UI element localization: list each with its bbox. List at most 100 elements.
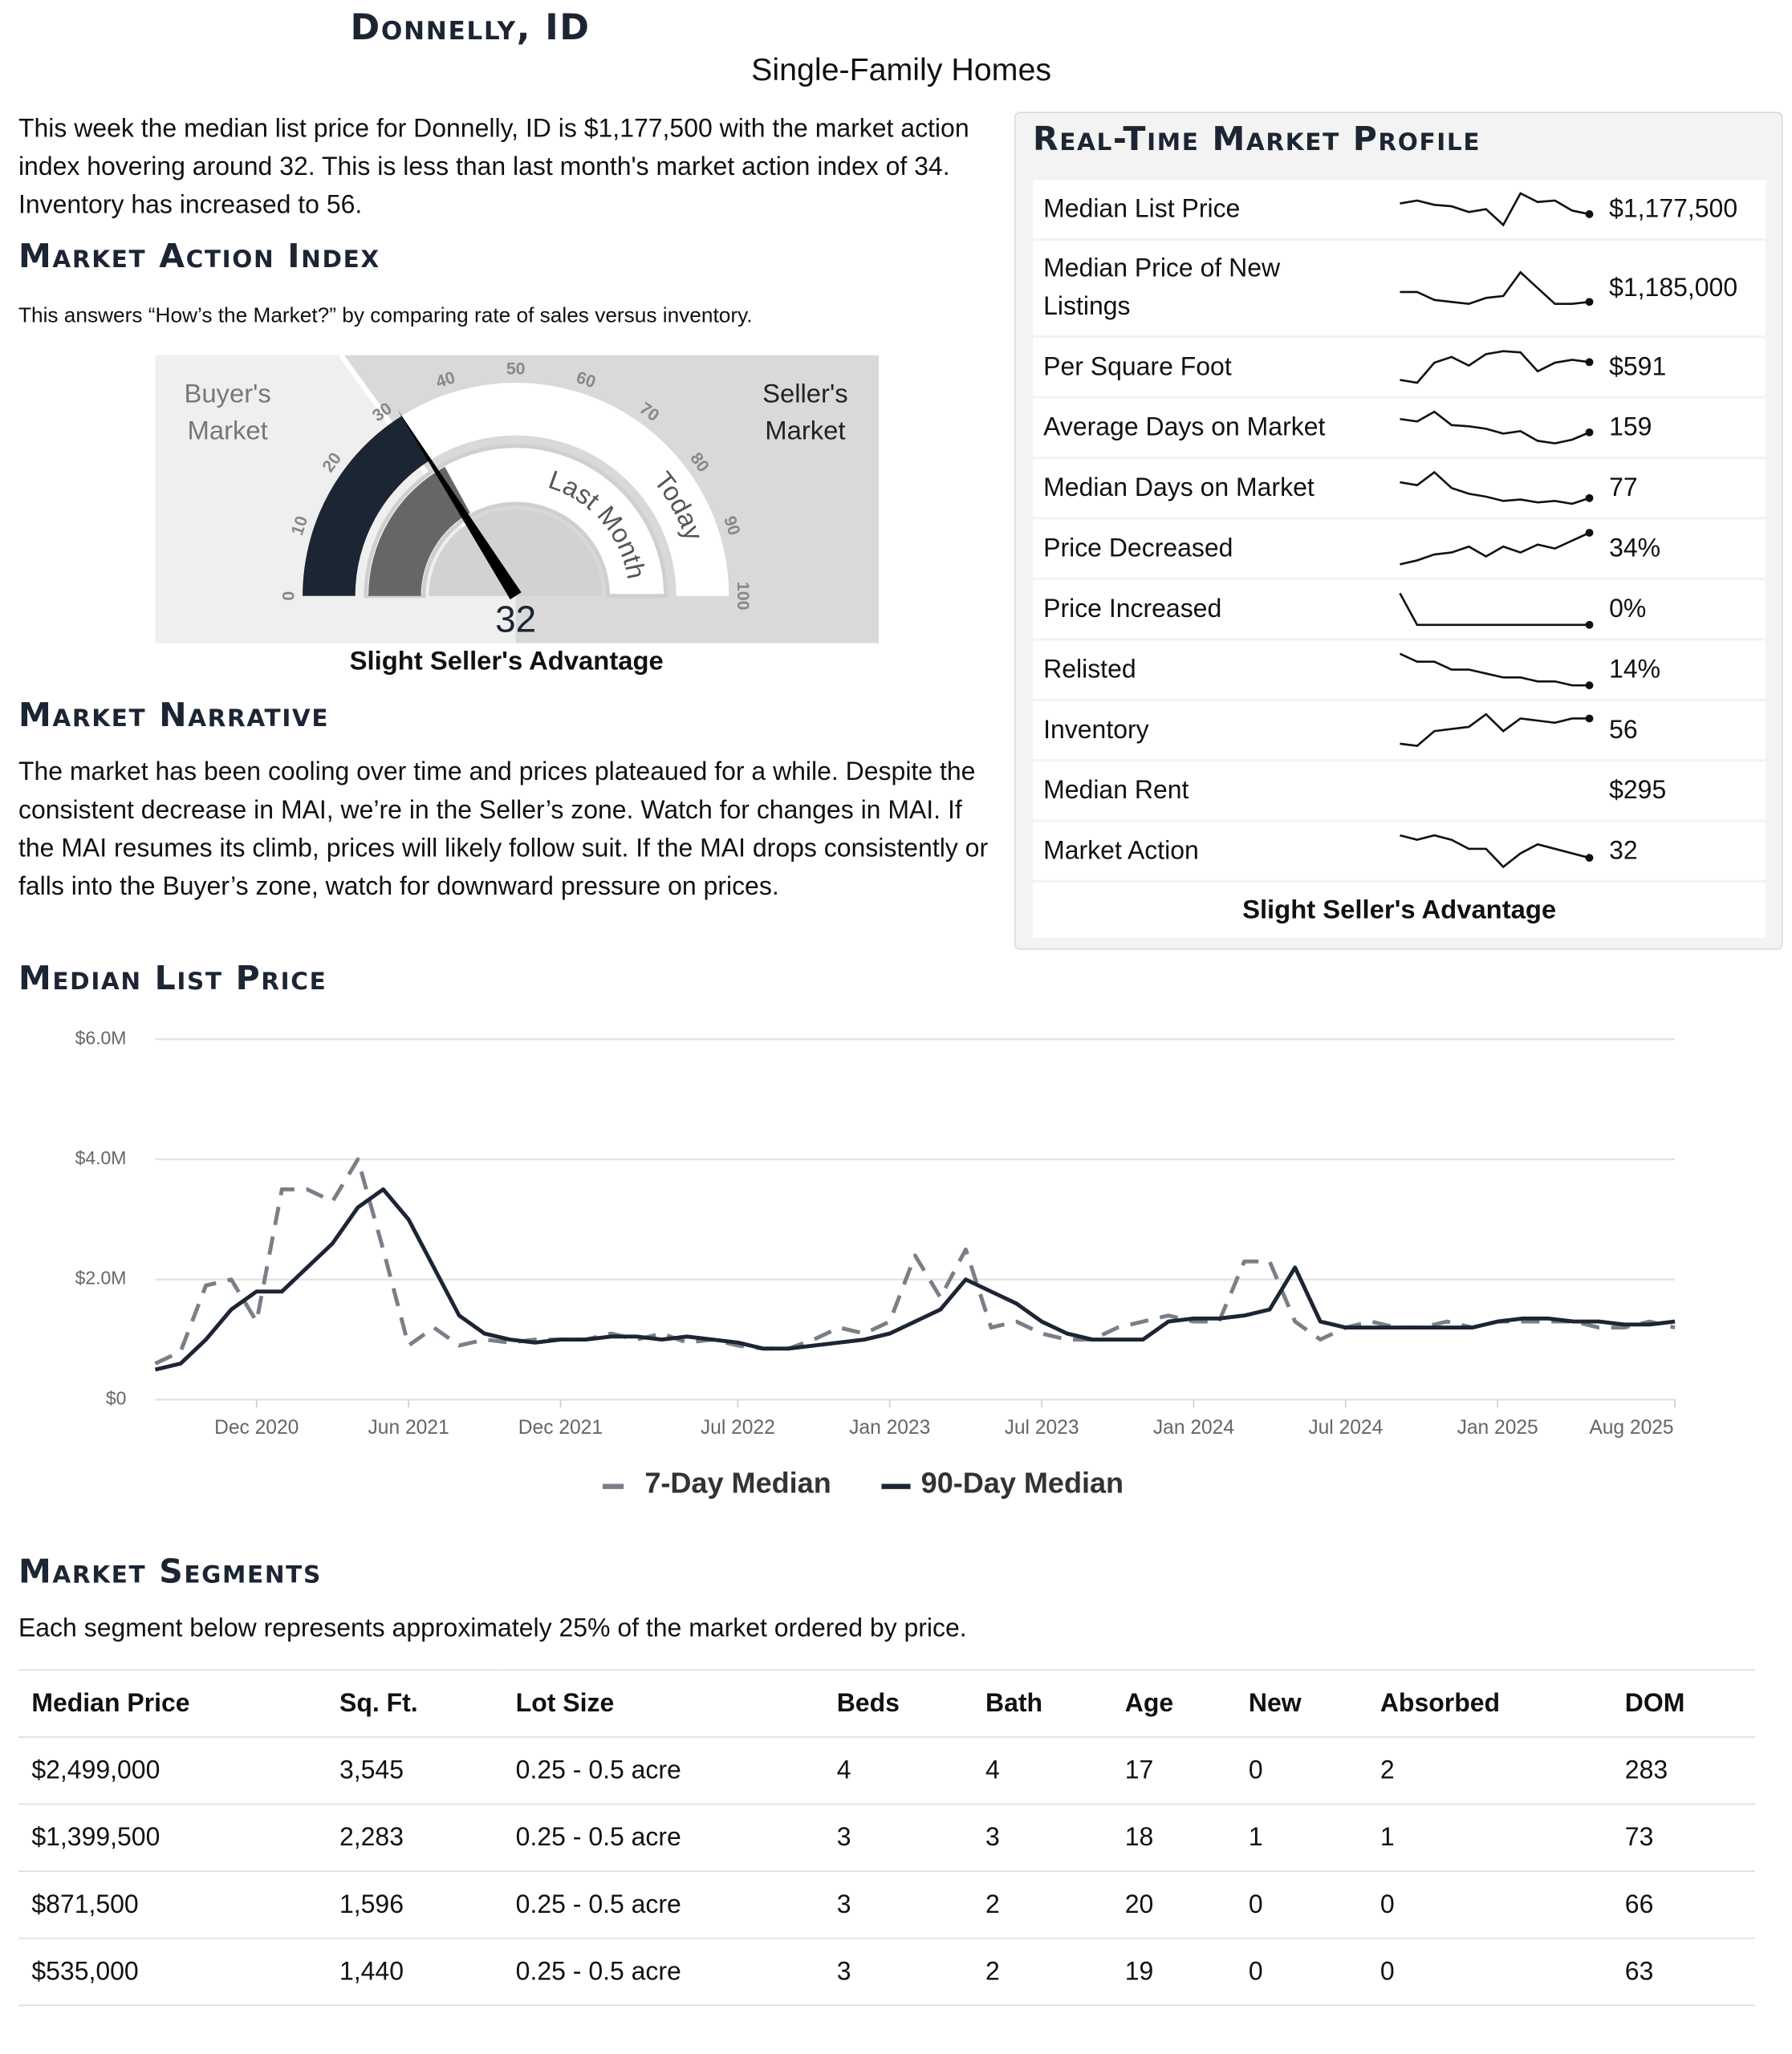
table-cell: 3	[823, 1870, 973, 1938]
profile-label: Price Decreased	[1043, 533, 1233, 562]
x-tick-label: Jan 2024	[1153, 1417, 1234, 1439]
profile-row: Inventory 56	[1033, 700, 1766, 759]
sparkline-line	[1400, 350, 1590, 384]
sparkline	[1397, 771, 1595, 810]
profile-table: Median List Price $1,177,500 Median Price …	[1033, 180, 1766, 938]
table-header-cell: DOM	[1611, 1669, 1756, 1737]
y-tick-label: $0	[106, 1387, 127, 1408]
segments-table: Median Price Sq. Ft. Lot Size Beds Bath Age Ne…	[18, 1669, 1756, 2007]
table-cell: 1,440	[326, 1937, 503, 2007]
section-heading: Market Narrative	[18, 696, 330, 734]
table-cell: 19	[1111, 1937, 1236, 2007]
profile-value: 14%	[1609, 654, 1661, 684]
sparkline-end	[1585, 298, 1594, 306]
table-cell: 1	[1235, 1803, 1367, 1872]
sparkline-end	[1585, 358, 1594, 367]
sparkline-line	[1400, 712, 1590, 747]
section-description: This answers “How’s the Market?” by comp…	[18, 305, 753, 328]
table-cell: 0	[1235, 1870, 1367, 1938]
x-tick-label: Aug 2025	[1589, 1417, 1673, 1439]
sparkline-end	[1585, 428, 1594, 436]
sparkline-end	[1585, 620, 1594, 629]
table-cell: 63	[1611, 1937, 1756, 2007]
y-tick-label: $4.0M	[75, 1147, 127, 1168]
table-header-row: Median Price Sq. Ft. Lot Size Beds Bath Age Ne…	[18, 1669, 1756, 1737]
seller-zone-label: Seller's Market	[762, 380, 848, 446]
profile-label: Relisted	[1043, 654, 1136, 684]
profile-label: Median Days on Market	[1043, 473, 1315, 502]
table-row: $2,499,000 3,545 0.25 - 0.5 acre 4 4 17 0 2 283	[18, 1736, 1756, 1804]
gauge-tick-label: 50	[506, 359, 526, 378]
table-cell: $871,500	[18, 1870, 327, 1938]
today-arc	[303, 416, 430, 596]
page-subtitle: Single-Family Homes	[751, 52, 1052, 88]
intro-text: This week the median list price for Donn…	[18, 114, 969, 220]
table-cell: $1,399,500	[18, 1803, 327, 1872]
profile-value: $295	[1609, 775, 1667, 805]
profile-row: Median Rent $295	[1033, 761, 1766, 820]
profile-label: Median Rent	[1043, 775, 1189, 805]
table-cell: 0	[1235, 1937, 1367, 2007]
table-cell: 2	[972, 1937, 1112, 2007]
sparkline	[1399, 652, 1594, 690]
table-cell: 4	[972, 1736, 1112, 1804]
y-tick-label: $2.0M	[75, 1268, 127, 1289]
gauge-value: 32	[495, 599, 536, 640]
sparkline	[1400, 712, 1594, 747]
table-header-cell: Median Price	[18, 1669, 327, 1737]
sparkline-end	[1585, 493, 1594, 502]
profile-value: $1,185,000	[1609, 273, 1738, 302]
sparkline-line	[1399, 592, 1590, 627]
x-tick-label: Dec 2020	[214, 1417, 299, 1439]
table-row: $535,000 1,440 0.25 - 0.5 acre 3 2 19 0 0 63	[18, 1937, 1756, 2007]
profile-value: 56	[1609, 715, 1638, 745]
table-cell: 283	[1611, 1736, 1756, 1804]
narrative-text: The market has been cooling over time an…	[18, 757, 989, 902]
buyer-zone-label: Buyer's Market	[184, 380, 271, 446]
table-cell: 17	[1111, 1736, 1236, 1804]
price-chart: $0 $2.0M $4.0M $6.0M Dec 2020 Jun 2021 Dec 202…	[75, 1027, 1676, 1500]
table-row: $1,399,500 2,283 0.25 - 0.5 acre 3 3 18 1 1 73	[18, 1803, 1756, 1872]
table-cell: 0	[1367, 1870, 1612, 1938]
gauge-needle	[397, 409, 522, 600]
table-cell: 1	[1367, 1803, 1612, 1872]
sparkline-line	[1400, 834, 1590, 869]
last-month-arc	[368, 466, 470, 596]
sparkline-end	[1585, 714, 1594, 723]
table-header-cell: Absorbed	[1367, 1669, 1612, 1737]
gauge-tick-label: 0	[278, 591, 298, 601]
sparkline	[1400, 834, 1594, 869]
sparkline	[1399, 592, 1594, 629]
profile-row: Price Decreased 34%	[1033, 519, 1766, 578]
x-tick-label: Jul 2024	[1308, 1417, 1383, 1439]
table-cell: 0	[1235, 1736, 1367, 1804]
table-header-cell: Sq. Ft.	[326, 1669, 503, 1737]
profile-value: 159	[1609, 412, 1652, 442]
table-row: $871,500 1,596 0.25 - 0.5 acre 3 2 20 0 0 66	[18, 1870, 1756, 1938]
legend-label: 7-Day Median	[644, 1467, 831, 1500]
sparkline	[1400, 350, 1594, 384]
profile-heading: Real-Time Market Profile	[1033, 120, 1481, 158]
series-line	[154, 1157, 1676, 1366]
x-tick-label: Jul 2023	[1005, 1417, 1079, 1439]
profile-label: Price Increased	[1043, 594, 1222, 623]
table-cell: $2,499,000	[18, 1736, 327, 1804]
x-tick-label: Jul 2022	[701, 1417, 775, 1439]
profile-label: Median List Price	[1043, 193, 1241, 223]
table-cell: 73	[1611, 1803, 1756, 1872]
sparkline	[1400, 529, 1594, 566]
sparkline-end	[1585, 681, 1594, 690]
table-header-cell: Beds	[823, 1669, 973, 1737]
sparkline-end	[1585, 854, 1594, 863]
section-heading: Median List Price	[18, 959, 327, 997]
table-cell: 0.25 - 0.5 acre	[502, 1736, 824, 1804]
sparkline-end	[1585, 210, 1594, 218]
section-description: Each segment below represents approximat…	[18, 1614, 967, 1643]
sparkline-line	[1400, 270, 1590, 306]
table-cell: 20	[1111, 1870, 1236, 1938]
table-cell: 4	[823, 1736, 973, 1804]
legend-label: 90-Day Median	[921, 1467, 1124, 1500]
